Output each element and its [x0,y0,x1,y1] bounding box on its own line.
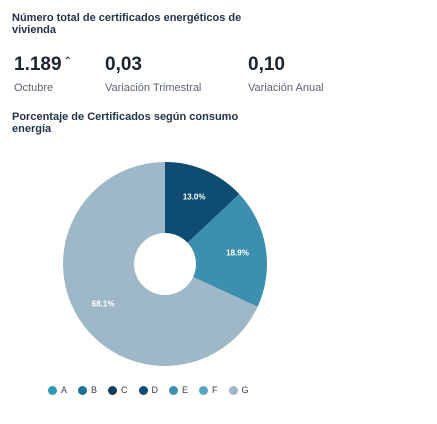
legend-dot-icon [169,385,179,395]
legend-item-f[interactable]: F [199,385,218,395]
legend-dot-icon [199,385,209,395]
legend-item-c[interactable]: C [108,385,128,395]
slice-label-e: 18.9% [226,248,249,257]
kpi-label-quarterly: Variación Trimestral [105,82,202,94]
kpi-value-quarterly: 0,03 [105,54,142,75]
legend-label: D [151,385,159,395]
legend-dot-icon [78,385,88,395]
slice-label-d: 13.0% [183,193,206,202]
kpi-label-annual: Variación Anual [248,82,324,94]
kpi-value-annual: 0,10 [248,54,285,75]
legend-item-e[interactable]: E [169,385,188,395]
legend-label: A [61,385,68,395]
legend-item-b[interactable]: B [78,385,97,395]
legend-dot-icon [48,385,57,395]
legend-dot-icon [138,385,148,395]
legend-item-d[interactable]: D [138,385,159,395]
pie-slice-e[interactable] [165,194,268,307]
donut-hole [134,233,196,295]
legend-item-g[interactable]: G [228,385,249,395]
page-title: Número total de certificados energéticos… [12,12,242,36]
pie-slice-d[interactable] [165,162,240,264]
kpi-value-october: 1.189 ⌃ [14,54,72,75]
legend-label: E [182,385,189,395]
legend-dot-icon [228,385,238,395]
legend-label: C [121,385,128,395]
chart-legend: A B C D E F G [48,385,249,395]
legend-dot-icon [108,385,118,395]
legend-label: F [212,385,218,395]
up-arrow-icon: ⌃ [63,56,72,67]
chart-title: Porcentaje de Certificados según consumo… [12,111,239,135]
slice-label-g: 68.1% [92,300,115,309]
kpi-label-october: Octubre [14,82,54,94]
legend-label: G [241,385,249,395]
legend-label: B [91,385,98,395]
legend-item-a[interactable]: A [48,385,67,395]
